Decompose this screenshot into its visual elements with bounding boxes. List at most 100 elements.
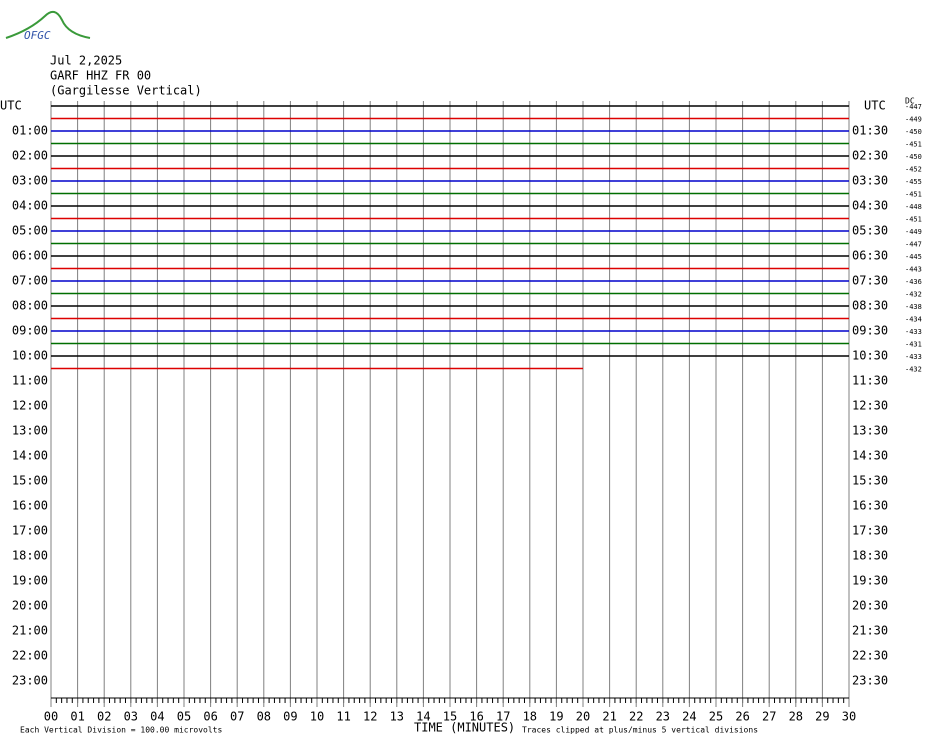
x-tick-label: 29 bbox=[815, 710, 829, 724]
x-tick-label: 13 bbox=[390, 710, 404, 724]
left-hour-label: 03:00 bbox=[12, 174, 48, 188]
dc-offset: -443 bbox=[905, 266, 922, 274]
left-axis-label: UTC bbox=[0, 99, 22, 113]
left-hour-label: 11:00 bbox=[12, 374, 48, 388]
x-tick-label: 09 bbox=[283, 710, 297, 724]
dc-offset: -449 bbox=[905, 116, 922, 124]
dc-offset: -452 bbox=[905, 166, 922, 174]
footnote-left: Each Vertical Division = 100.00 microvol… bbox=[20, 726, 222, 735]
left-hour-label: 19:00 bbox=[12, 574, 48, 588]
dc-offset: -451 bbox=[905, 141, 922, 149]
dc-offset: -449 bbox=[905, 228, 922, 236]
left-hour-label: 05:00 bbox=[12, 224, 48, 238]
dc-offset: -432 bbox=[905, 291, 922, 299]
right-hour-label: 14:30 bbox=[852, 449, 888, 463]
right-hour-label: 08:30 bbox=[852, 299, 888, 313]
right-hour-label: 11:30 bbox=[852, 374, 888, 388]
left-hour-label: 23:00 bbox=[12, 674, 48, 688]
left-hour-label: 07:00 bbox=[12, 274, 48, 288]
logo-mark bbox=[5, 10, 91, 39]
x-tick-label: 07 bbox=[230, 710, 244, 724]
x-tick-label: 02 bbox=[97, 710, 111, 724]
location: (Gargilesse Vertical) bbox=[50, 84, 202, 98]
x-tick-label: 16 bbox=[469, 710, 483, 724]
x-tick-label: 30 bbox=[842, 710, 856, 724]
x-tick-label: 15 bbox=[443, 710, 457, 724]
left-hour-label: 02:00 bbox=[12, 149, 48, 163]
x-tick-label: 10 bbox=[310, 710, 324, 724]
left-hour-label: 15:00 bbox=[12, 474, 48, 488]
right-hour-label: 10:30 bbox=[852, 349, 888, 363]
x-tick-label: 20 bbox=[576, 710, 590, 724]
dc-label: DC bbox=[905, 97, 915, 106]
right-hour-label: 17:30 bbox=[852, 524, 888, 538]
x-tick-label: 06 bbox=[203, 710, 217, 724]
left-hour-label: 21:00 bbox=[12, 624, 48, 638]
x-tick-label: 05 bbox=[177, 710, 191, 724]
dc-offset: -447 bbox=[905, 103, 922, 111]
right-hour-label: 03:30 bbox=[852, 174, 888, 188]
x-tick-label: 19 bbox=[549, 710, 563, 724]
right-hour-label: 21:30 bbox=[852, 624, 888, 638]
station: GARF HHZ FR 00 bbox=[50, 69, 151, 83]
left-hour-label: 20:00 bbox=[12, 599, 48, 613]
x-tick-label: 11 bbox=[336, 710, 350, 724]
left-hour-label: 17:00 bbox=[12, 524, 48, 538]
x-tick-label: 26 bbox=[735, 710, 749, 724]
left-hour-label: 16:00 bbox=[12, 499, 48, 513]
x-tick-label: 14 bbox=[416, 710, 430, 724]
dc-offset: -432 bbox=[905, 366, 922, 374]
footnote-right: Traces clipped at plus/minus 5 vertical … bbox=[522, 726, 758, 735]
left-hour-label: 14:00 bbox=[12, 449, 48, 463]
right-hour-label: 02:30 bbox=[852, 149, 888, 163]
right-hour-label: 06:30 bbox=[852, 249, 888, 263]
dc-offset: -451 bbox=[905, 191, 922, 199]
logo: OFGC bbox=[24, 29, 51, 42]
left-hour-label: 04:00 bbox=[12, 199, 48, 213]
left-hour-label: 22:00 bbox=[12, 649, 48, 663]
right-hour-label: 20:30 bbox=[852, 599, 888, 613]
dc-offset: -434 bbox=[905, 316, 922, 324]
right-hour-label: 19:30 bbox=[852, 574, 888, 588]
dc-offset: -433 bbox=[905, 353, 922, 361]
right-hour-label: 07:30 bbox=[852, 274, 888, 288]
right-hour-label: 16:30 bbox=[852, 499, 888, 513]
dc-offset: -450 bbox=[905, 128, 922, 136]
date: Jul 2,2025 bbox=[50, 54, 122, 68]
x-tick-label: 24 bbox=[682, 710, 696, 724]
x-axis-label: TIME (MINUTES) bbox=[414, 721, 515, 735]
dc-offset: -451 bbox=[905, 216, 922, 224]
right-hour-label: 09:30 bbox=[852, 324, 888, 338]
x-tick-label: 12 bbox=[363, 710, 377, 724]
dc-offset: -448 bbox=[905, 203, 922, 211]
dc-offset: -450 bbox=[905, 153, 922, 161]
x-tick-label: 25 bbox=[709, 710, 723, 724]
dc-offset: -436 bbox=[905, 278, 922, 286]
x-tick-label: 03 bbox=[124, 710, 138, 724]
x-tick-label: 22 bbox=[629, 710, 643, 724]
dc-offset: -431 bbox=[905, 341, 922, 349]
dc-offset: -433 bbox=[905, 328, 922, 336]
left-hour-label: 09:00 bbox=[12, 324, 48, 338]
right-axis-label: UTC bbox=[864, 99, 886, 113]
right-hour-label: 05:30 bbox=[852, 224, 888, 238]
x-tick-label: 01 bbox=[70, 710, 84, 724]
right-hour-label: 12:30 bbox=[852, 399, 888, 413]
left-hour-label: 13:00 bbox=[12, 424, 48, 438]
left-hour-label: 01:00 bbox=[12, 124, 48, 138]
x-tick-label: 18 bbox=[523, 710, 537, 724]
right-hour-label: 15:30 bbox=[852, 474, 888, 488]
x-tick-label: 28 bbox=[789, 710, 803, 724]
left-hour-label: 18:00 bbox=[12, 549, 48, 563]
dc-offset: -445 bbox=[905, 253, 922, 261]
x-tick-label: 00 bbox=[44, 710, 58, 724]
x-tick-label: 21 bbox=[602, 710, 616, 724]
right-hour-label: 23:30 bbox=[852, 674, 888, 688]
x-tick-label: 08 bbox=[257, 710, 271, 724]
right-hour-label: 04:30 bbox=[852, 199, 888, 213]
left-hour-label: 06:00 bbox=[12, 249, 48, 263]
right-hour-label: 22:30 bbox=[852, 649, 888, 663]
right-hour-label: 01:30 bbox=[852, 124, 888, 138]
x-tick-label: 27 bbox=[762, 710, 776, 724]
